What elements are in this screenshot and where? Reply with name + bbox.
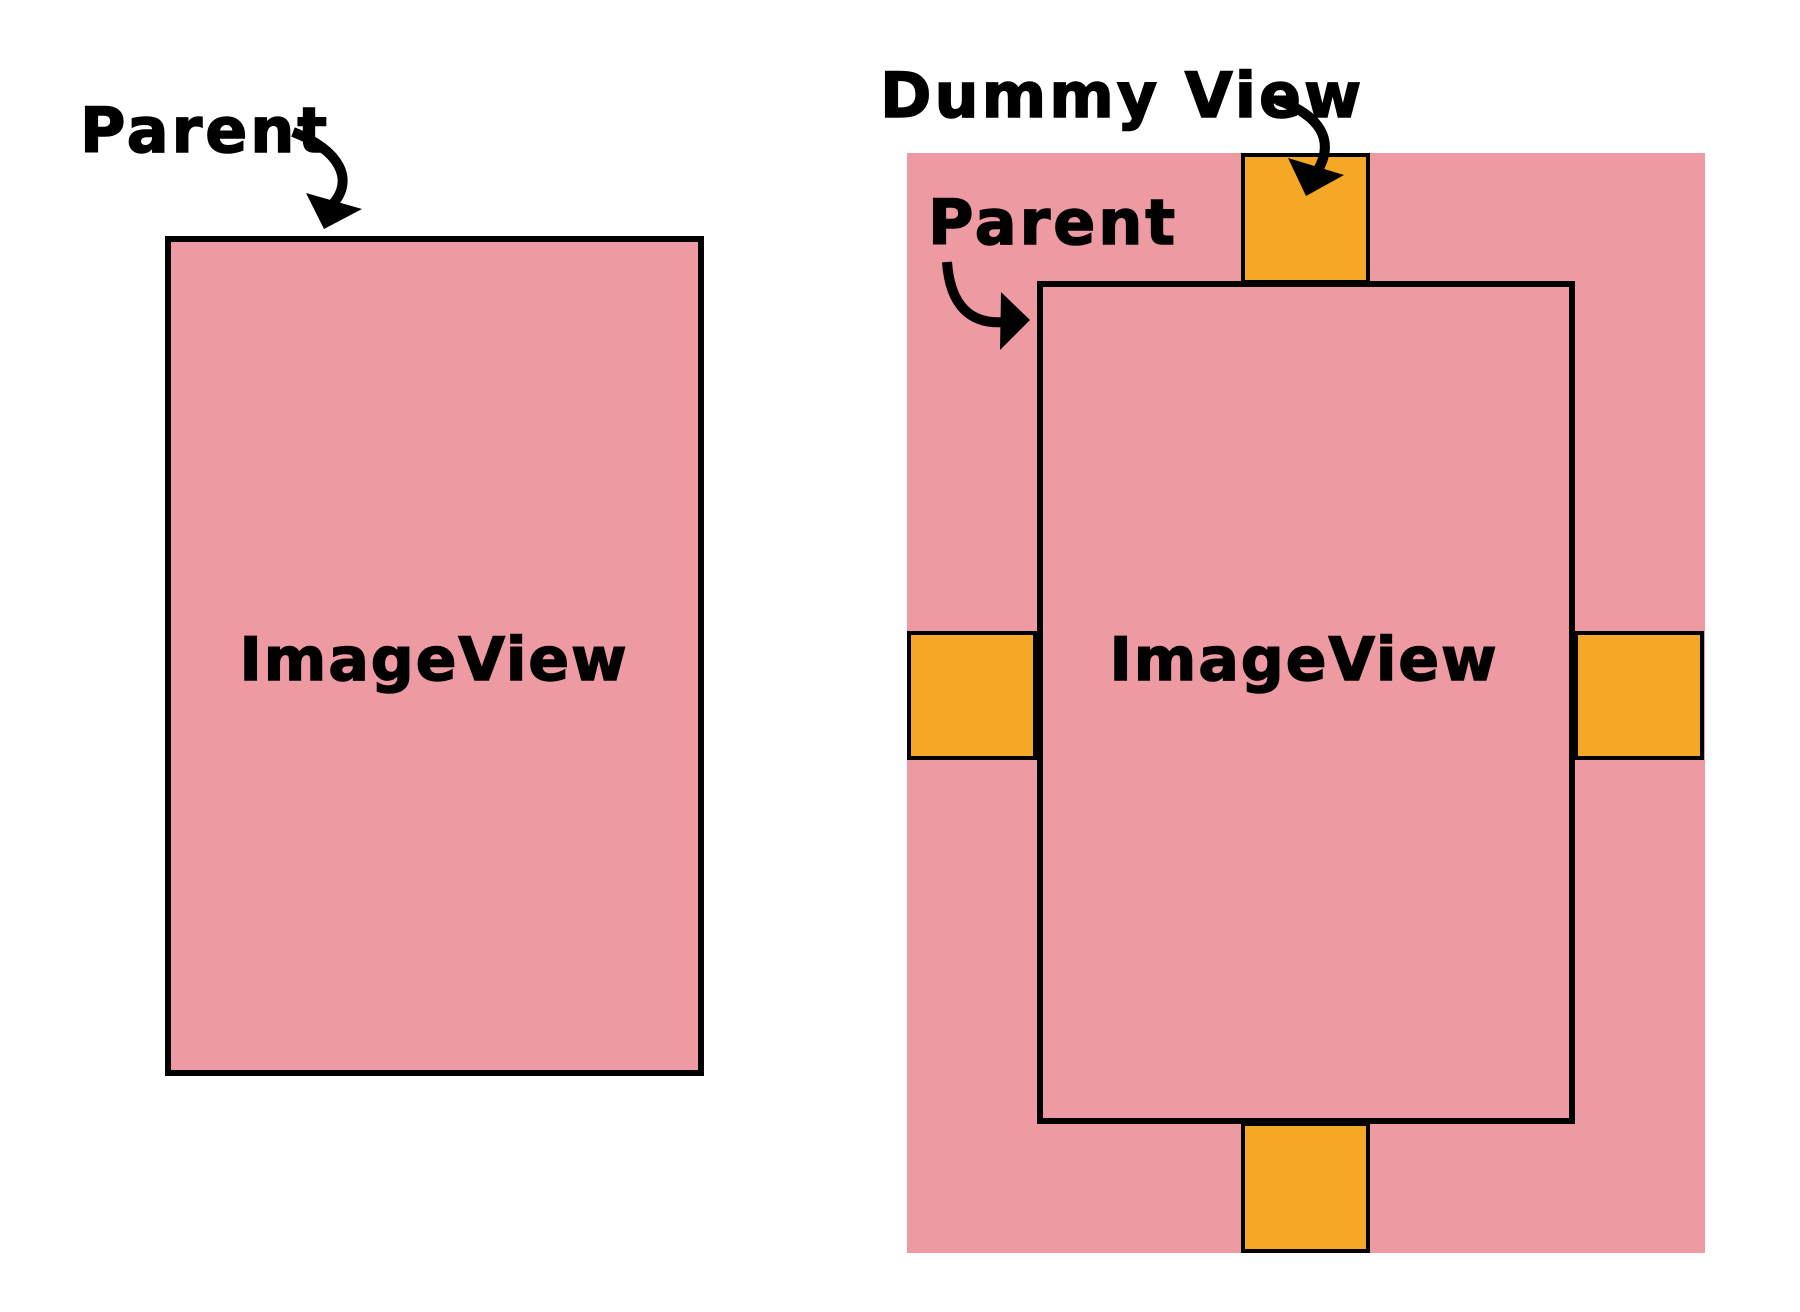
left-imageview-label: ImageView [239,625,628,695]
curved-arrow-icon [942,261,1030,350]
dummy-view-bottom [1241,1122,1370,1253]
left-parent-label: Parent [80,94,330,167]
dummy-view-left [907,631,1037,760]
dummy-view-right [1574,631,1704,760]
right-parent-label: Parent [928,186,1178,259]
right-imageview-label: ImageView [1109,625,1498,695]
dummy-view-label: Dummy View [880,59,1364,132]
right-imageview-box [1037,281,1575,1124]
curved-arrow-icon [1275,95,1344,196]
right-diagram: ImageView Dummy View Parent [879,58,1705,1253]
left-diagram: ImageView Parent [79,93,704,1076]
left-imageview-box [165,236,704,1076]
curved-arrow-icon [291,127,362,229]
